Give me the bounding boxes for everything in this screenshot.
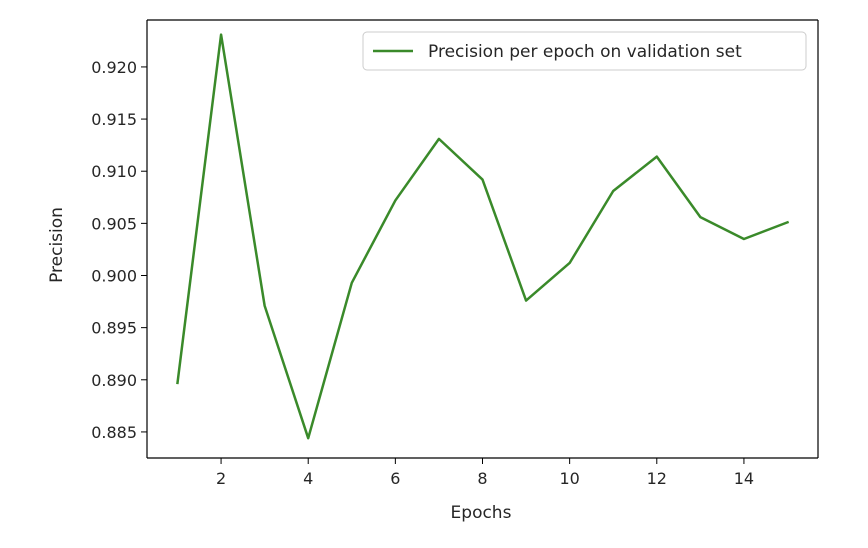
y-tick-label: 0.895 (91, 319, 137, 338)
x-axis-ticks: 2 4 6 8 10 12 14 (216, 458, 754, 488)
x-tick-label: 10 (559, 469, 579, 488)
x-tick-label: 2 (216, 469, 226, 488)
plot-area (147, 20, 818, 458)
x-tick-label: 4 (303, 469, 313, 488)
legend: Precision per epoch on validation set (362, 31, 807, 71)
y-axis-ticks: 0.885 0.890 0.895 0.900 0.905 0.910 0.915 0.920 (91, 58, 147, 442)
legend-box (362, 31, 807, 71)
plot-background (147, 20, 818, 458)
y-tick-label: 0.890 (91, 371, 137, 390)
y-tick-label: 0.910 (91, 162, 137, 181)
y-axis-label: Precision (47, 207, 67, 283)
legend-entry-label: Precision per epoch on validation set (428, 42, 742, 62)
y-tick-label: 0.920 (91, 58, 137, 77)
x-tick-label: 8 (477, 469, 487, 488)
x-tick-label: 14 (734, 469, 754, 488)
y-tick-label: 0.885 (91, 423, 137, 442)
y-tick-label: 0.900 (91, 267, 137, 286)
x-tick-label: 12 (647, 469, 667, 488)
series-lines (176, 33, 790, 440)
x-tick-label: 6 (390, 469, 400, 488)
y-tick-label: 0.905 (91, 214, 137, 233)
y-tick-label: 0.915 (91, 110, 137, 129)
x-axis-label: Epochs (451, 503, 512, 523)
